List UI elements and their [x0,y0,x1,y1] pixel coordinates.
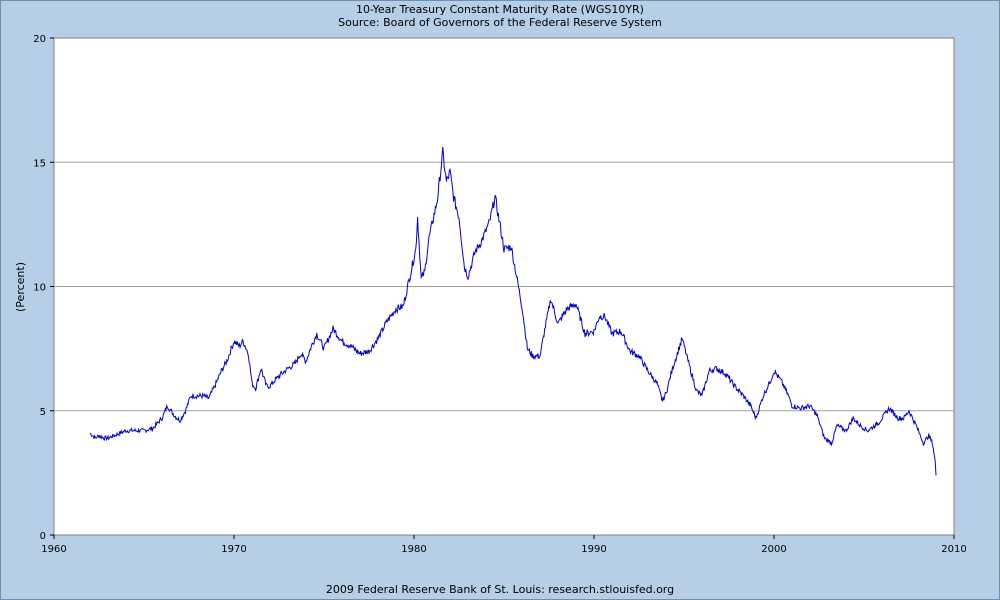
x-tick-label: 1960 [41,544,66,555]
chart-title: 10-Year Treasury Constant Maturity Rate … [356,3,644,16]
chart-subtitle: Source: Board of Governors of the Federa… [338,16,662,29]
y-axis-title: (Percent) [14,262,27,312]
x-axis: 1960 1970 1980 1990 2000 2010 [41,535,967,555]
y-tick-label: 0 [40,531,46,542]
chart-footer: 2009 Federal Reserve Bank of St. Louis: … [325,583,675,596]
x-tick-label: 2010 [941,544,966,555]
x-tick-label: 1990 [581,544,606,555]
y-tick-label: 20 [33,34,46,45]
x-tick-label: 1970 [221,544,246,555]
series-line-10-year-treasury-rate [89,146,937,476]
x-tick-label: 2000 [761,544,786,555]
y-tick-label: 15 [33,158,46,169]
grid-lines [54,161,954,412]
x-tick-label: 1980 [401,544,426,555]
y-axis: 0 5 10 15 20 [33,34,54,542]
y-tick-label: 5 [40,407,46,418]
y-tick-label: 10 [33,283,46,294]
